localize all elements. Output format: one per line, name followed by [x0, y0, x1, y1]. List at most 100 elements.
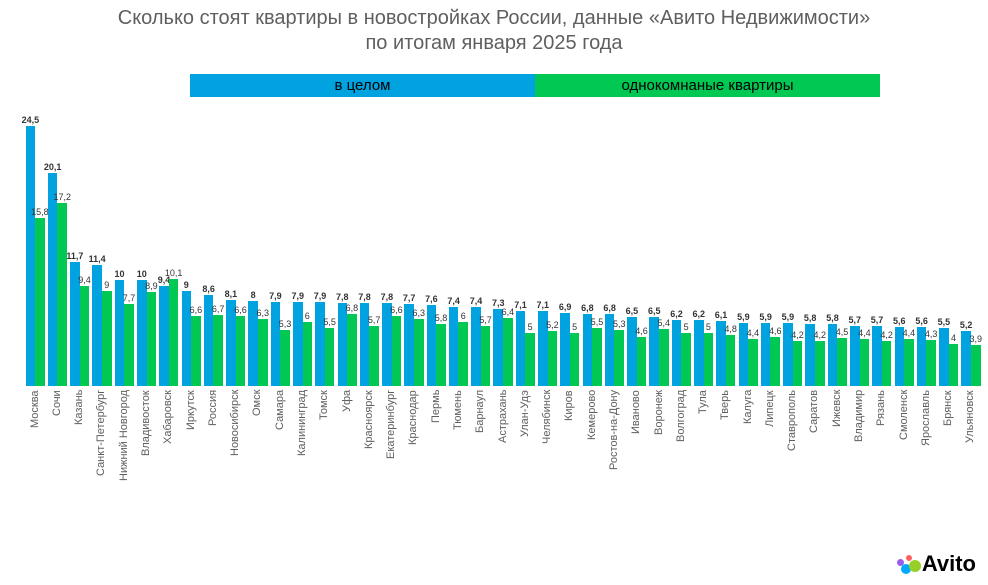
bar-value-label: 6,8 [581, 303, 594, 313]
bar-group: 6,25Волгоград [670, 112, 692, 540]
bar-value-label: 20,1 [44, 162, 62, 172]
bar-one_room: 9,4 [80, 286, 90, 386]
bar-overall: 7,4 [449, 307, 459, 386]
bar-value-label: 8,1 [225, 289, 238, 299]
bar-pair: 8,66,7 [202, 126, 224, 386]
bar-one_room: 6,3 [258, 319, 268, 386]
city-label: Киров [564, 390, 575, 540]
bar-value-label: 7,8 [381, 292, 394, 302]
bar-value-label: 5,5 [938, 317, 951, 327]
bar-pair: 5,74,4 [848, 126, 870, 386]
bar-one_room: 6,6 [236, 316, 246, 386]
bar-value-label: 5,5 [591, 317, 604, 327]
city-label: Владивосток [141, 390, 152, 540]
bar-pair: 7,15 [514, 126, 536, 386]
bar-one_room: 8,9 [147, 292, 157, 386]
bar-one_room: 4,6 [770, 337, 780, 386]
bar-pair: 11,79,4 [69, 126, 91, 386]
bar-group: 6,14,8 Тверь [715, 112, 737, 540]
bar-group: 6,55,4Воронеж [648, 112, 670, 540]
bar-group: 7,45,7Барнаул [470, 112, 492, 540]
bar-group: 107,7Нижний Новгород [113, 112, 135, 540]
bar-one_room: 5 [570, 333, 580, 386]
city-label: Рязань [876, 390, 887, 540]
bar-group: 8,66,7Россия [202, 112, 224, 540]
bar-group: 7,36,4 Астрахань [492, 112, 514, 540]
bar-value-label: 5,5 [323, 317, 336, 327]
bar-overall: 5,5 [939, 328, 949, 386]
bar-one_room: 5,3 [614, 330, 624, 386]
chart-title-line2: по итогам января 2025 года [365, 32, 622, 54]
bar-one_room: 5,7 [481, 326, 491, 386]
city-label: Брянск [943, 390, 954, 540]
avito-logo-text: Avito [922, 551, 976, 577]
city-label: Новосибирск [230, 390, 241, 540]
bar-group: 5,84,2Саратов [804, 112, 826, 540]
bar-pair: 108,9 [135, 126, 157, 386]
bar-pair: 7,8 6,8 [336, 126, 358, 386]
bar-value-label: 5 [528, 322, 533, 332]
city-label: Смоленск [899, 390, 910, 540]
bar-group: 9,410,1Хабаровск [158, 112, 180, 540]
bar-one_room: 5,3 [280, 330, 290, 386]
city-label: Нижний Новгород [119, 390, 130, 540]
city-label: Липецк [765, 390, 776, 540]
bar-group: 6,85,3Ростов-на-Дону [603, 112, 625, 540]
bar-pair: 6,85,5 [581, 126, 603, 386]
bar-one_room: 6,3 [414, 319, 424, 386]
bar-one_room: 4,4 [904, 339, 914, 386]
bar-group: 5,94,6Липецк [759, 112, 781, 540]
bar-overall: 7,9 [315, 302, 325, 386]
bar-pair: 6,14,8 [715, 126, 737, 386]
bar-group: 5,74,2Рязань [871, 112, 893, 540]
bar-group: 5,23,9Ульяновск [960, 112, 982, 540]
bar-value-label: 5 [684, 322, 689, 332]
city-label: Калуга [743, 390, 754, 540]
bar-pair: 6,85,3 [603, 126, 625, 386]
bar-pair: 7,95,5 [314, 126, 336, 386]
bar-one_room: 6,8 [347, 314, 357, 386]
bar-pair: 6,95 [559, 126, 581, 386]
bar-pair: 5,84,5 [826, 126, 848, 386]
bar-group: 11,79,4Казань [69, 112, 91, 540]
bar-one_room: 4 [949, 344, 959, 386]
bar-one_room: 5 [525, 333, 535, 386]
bar-one_room: 10,1 [169, 279, 179, 386]
bar-pair: 5,84,2 [804, 126, 826, 386]
bar-value-label: 6 [305, 311, 310, 321]
bar-group: 7,96 Калининград [291, 112, 313, 540]
bar-pair: 7,15,2 [536, 126, 558, 386]
bar-pair: 7,36,4 [492, 126, 514, 386]
bar-one_room: 4,6 [637, 337, 647, 386]
bar-one_room: 6,7 [213, 315, 223, 386]
chart-plot-area: 24,515,8Москва20,117,2Сочи11,79,4Казань1… [24, 112, 982, 540]
city-label: Калининград [297, 390, 308, 540]
bar-value-label: 9 [184, 280, 189, 290]
bar-value-label: 7,8 [336, 292, 349, 302]
avito-logo-dots [897, 554, 919, 574]
bar-pair: 11,49 [91, 126, 113, 386]
bar-group: 5,74,4Владимир [848, 112, 870, 540]
bar-value-label: 7,7 [123, 293, 136, 303]
bar-group: 20,117,2Сочи [46, 112, 68, 540]
city-label: Уфа [342, 390, 353, 540]
bar-one_room: 4,2 [815, 341, 825, 386]
bar-value-label: 5,4 [658, 318, 671, 328]
city-label: Сочи [52, 390, 63, 540]
city-label: Санкт-Петербург [96, 390, 107, 540]
bar-one_room: 4,5 [837, 338, 847, 386]
bar-value-label: 6,2 [670, 309, 683, 319]
bar-overall: 7,1 [516, 311, 526, 386]
bar-value-label: 6,5 [626, 306, 639, 316]
bar-value-label: 7,6 [425, 294, 438, 304]
bar-pair: 7,96 [291, 126, 313, 386]
bar-value-label: 4,6 [635, 326, 648, 336]
city-label: Тверь [720, 390, 731, 540]
bar-one_room: 4,8 [726, 335, 736, 386]
bar-value-label: 7,3 [492, 298, 505, 308]
chart-title: Сколько стоят квартиры в новостройках Ро… [0, 6, 988, 56]
legend-one-room: однокомнаные квартиры [535, 74, 880, 97]
bar-value-label: 7,1 [537, 300, 550, 310]
city-label: Астрахань [498, 390, 509, 540]
bar-overall: 6,2 [672, 320, 682, 386]
